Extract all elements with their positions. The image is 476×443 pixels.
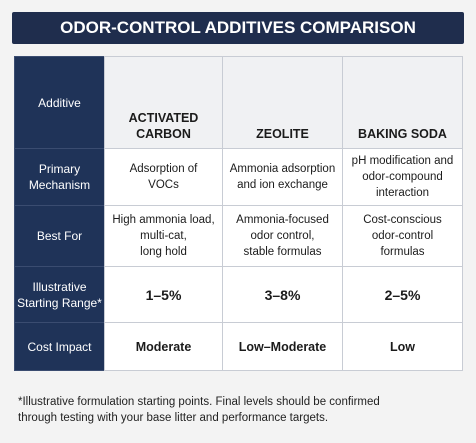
header-line: CARBON (136, 127, 191, 141)
cell-line: multi-cat, (140, 230, 187, 242)
label-line: Illustrative (32, 279, 87, 294)
header-label: Additive (14, 56, 105, 149)
cell-line: VOCs (148, 179, 179, 191)
header-line: ACTIVATED (128, 111, 199, 125)
title: ODOR-CONTROL ADDITIVES COMPARISON (12, 12, 464, 44)
cell-line: 2–5% (384, 286, 421, 303)
footnote-line: through testing with your base litter an… (18, 412, 329, 424)
cell: 1–5% (104, 266, 223, 323)
label-line: Cost Impact (27, 339, 92, 354)
cell: Adsorption of VOCs (104, 148, 223, 206)
cell-line: stable formulas (243, 246, 322, 258)
cell-line: Ammonia adsorption (229, 163, 336, 175)
cell: Ammonia adsorption and ion exchange (222, 148, 343, 206)
row-label: Best For (14, 205, 105, 267)
row-label: Cost Impact (14, 322, 105, 371)
cell: Low–Moderate (222, 322, 343, 371)
cell: Low (342, 322, 463, 371)
cell-line: formulas (380, 246, 425, 258)
row-label: Primary Mechanism (14, 148, 105, 206)
cell: High ammonia load, multi-cat, long hold (104, 205, 223, 267)
header-line: ZEOLITE (256, 127, 309, 141)
cell-line: and ion exchange (237, 179, 328, 191)
cell-line: odor-compound (362, 171, 443, 183)
cell-line: interaction (375, 187, 430, 199)
cell: 2–5% (342, 266, 463, 323)
cell-line: Adsorption of (129, 163, 198, 175)
cell-line: Moderate (135, 339, 192, 354)
cell: Ammonia-focused odor control, stable formu… (222, 205, 343, 267)
label-line: Additive (38, 95, 81, 110)
cell: 3–8% (222, 266, 343, 323)
column-header: ZEOLITE (222, 56, 343, 149)
label-line: Best For (36, 229, 83, 243)
column-header: BAKING SODA (342, 56, 463, 149)
cell-line: long hold (140, 246, 187, 258)
cell: Cost-conscious odor-control formulas (342, 205, 463, 267)
cell-line: Low (390, 339, 415, 354)
label-line: Mechanism (28, 178, 91, 192)
cell-line: pH modification and (351, 155, 454, 167)
row-label: Illustrative Starting Range* (14, 266, 105, 323)
cell-line: Ammonia-focused (236, 214, 329, 226)
label-line: Primary (38, 162, 81, 176)
cell-line: odor control, (250, 230, 315, 242)
cell-line: odor-control (371, 230, 434, 242)
cell-line: Low–Moderate (238, 339, 327, 354)
column-header: ACTIVATED CARBON (104, 56, 223, 149)
footnote: *Illustrative formulation starting point… (18, 394, 468, 426)
cell: pH modification and odor-compound interact… (342, 148, 463, 206)
cell: Moderate (104, 322, 223, 371)
footnote-line: *Illustrative formulation starting point… (18, 396, 380, 408)
cell-line: 1–5% (145, 286, 182, 303)
label-line: Starting Range* (17, 295, 102, 310)
cell-line: 3–8% (264, 286, 301, 303)
header-line: BAKING SODA (358, 127, 447, 141)
cell-line: High ammonia load, (112, 214, 215, 226)
cell-line: Cost-conscious (363, 214, 442, 226)
